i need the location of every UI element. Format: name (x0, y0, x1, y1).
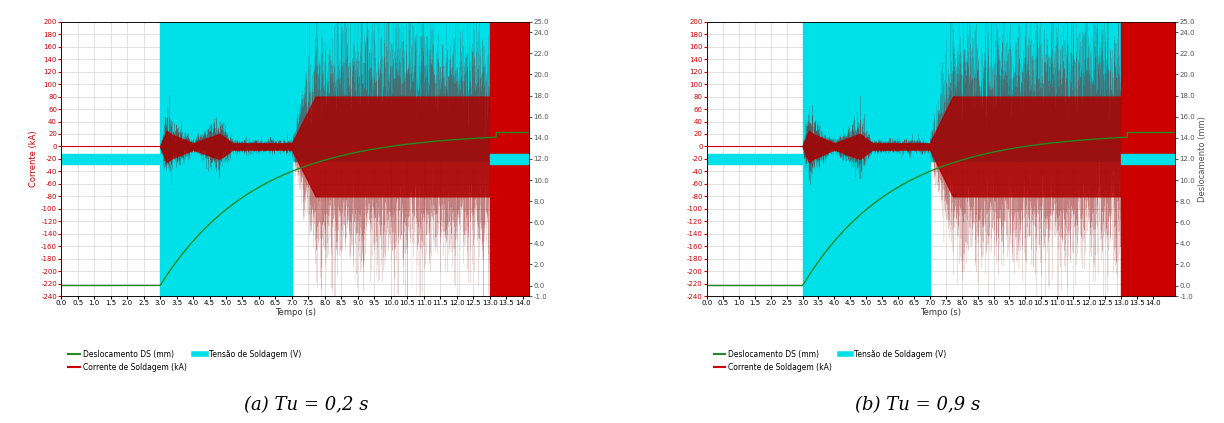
Legend: Deslocamento DS (mm), Corrente de Soldagem (kA), Tensão de Soldagem (V): Deslocamento DS (mm), Corrente de Soldag… (711, 347, 950, 375)
Text: (b) Tu = 0,9 s: (b) Tu = 0,9 s (856, 396, 980, 415)
X-axis label: Tempo (s): Tempo (s) (274, 308, 316, 317)
X-axis label: Tempo (s): Tempo (s) (920, 308, 962, 317)
Legend: Deslocamento DS (mm), Corrente de Soldagem (kA), Tensão de Soldagem (V): Deslocamento DS (mm), Corrente de Soldag… (65, 347, 304, 375)
Y-axis label: Corrente (kA): Corrente (kA) (29, 131, 38, 187)
Y-axis label: Deslocamento (mm): Deslocamento (mm) (1198, 116, 1207, 202)
Text: (a) Tu = 0,2 s: (a) Tu = 0,2 s (244, 396, 368, 415)
